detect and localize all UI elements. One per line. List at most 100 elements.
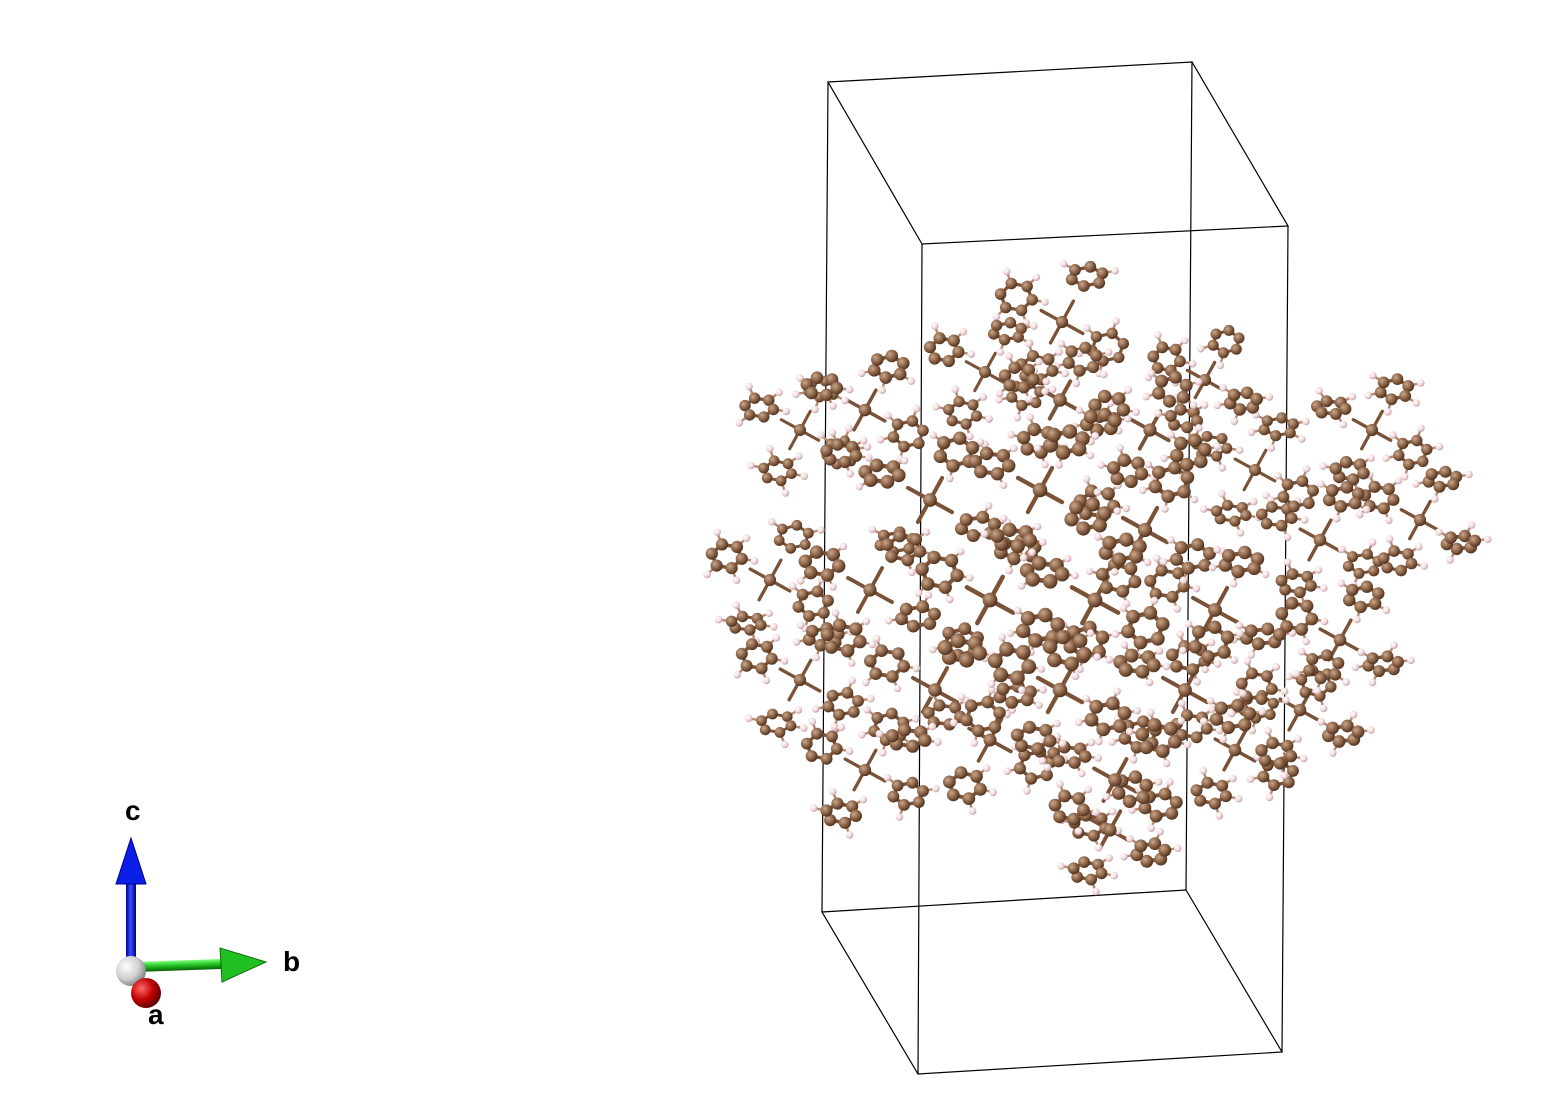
hydrogen-atom (907, 377, 915, 385)
carbon-atom (820, 388, 833, 402)
hydrogen-atom (951, 385, 959, 394)
carbon-atom (1155, 564, 1168, 577)
carbon-atom (906, 619, 920, 633)
carbon-atom (810, 371, 824, 385)
hydrogen-atom (1094, 533, 1102, 541)
hydrogen-atom (1188, 359, 1197, 368)
carbon-atom (1360, 580, 1374, 593)
carbon-atom (1012, 331, 1024, 343)
hydrogen-atom (868, 525, 876, 534)
carbon-atom (735, 552, 748, 565)
carbon-atom (990, 528, 1005, 543)
carbon-atom (1067, 862, 1080, 875)
carbon-atom (1031, 556, 1047, 571)
hydrogen-atom (1265, 793, 1274, 802)
carbon-atom (1255, 744, 1268, 757)
hydrogen-atom (732, 601, 741, 609)
carbon-atom (1387, 493, 1400, 506)
carbon-atom (1405, 557, 1418, 570)
carbon-atom (909, 533, 923, 546)
carbon-atom (1307, 484, 1319, 497)
carbon-atom (1391, 373, 1404, 385)
hydrogen-atom (1019, 553, 1028, 562)
hydrogen-atom (794, 452, 803, 461)
carbon-atom (1166, 590, 1179, 603)
carbon-atom (1095, 867, 1108, 880)
hydrogen-atom (1030, 322, 1038, 330)
carbon-atom (1069, 264, 1081, 276)
hydrogen-atom (1412, 399, 1420, 407)
hydrogen-atom (900, 456, 909, 465)
carbon-atom (1180, 457, 1194, 472)
hydrogen-atom (859, 795, 868, 804)
carbon-atom (946, 788, 960, 802)
carbon-atom (1007, 551, 1021, 566)
hydrogen-atom (1010, 444, 1018, 453)
carbon-atom (1334, 500, 1347, 513)
hydrogen-atom (713, 528, 721, 537)
carbon-atom (1064, 512, 1079, 527)
hydrogen-atom (1384, 408, 1392, 416)
carbon-atom (820, 627, 834, 642)
carbon-atom (1333, 633, 1347, 647)
hydrogen-atom (1320, 584, 1328, 592)
hydrogen-atom (1483, 535, 1492, 544)
hydrogen-atom (1041, 460, 1049, 469)
hydrogen-atom (1093, 653, 1101, 661)
carbon-atom (906, 415, 919, 427)
carbon-atom (793, 673, 807, 687)
hydrogen-atom (1215, 812, 1224, 820)
carbon-atom (1425, 468, 1438, 481)
hydrogen-atom (1055, 348, 1063, 356)
hydrogen-atom (859, 436, 868, 445)
carbon-atom (846, 800, 859, 813)
hydrogen-atom (878, 749, 887, 757)
hydrogen-atom (1154, 778, 1163, 786)
hydrogen-atom (883, 773, 892, 782)
carbon-atom (1403, 458, 1415, 470)
hydrogen-atom (1086, 451, 1095, 460)
carbon-atom (1348, 496, 1362, 510)
carbon-atom (1164, 409, 1177, 422)
hydrogen-atom (796, 621, 805, 630)
carbon-atom (979, 446, 994, 461)
hydrogen-atom (1218, 489, 1226, 498)
hydrogen-atom (1097, 461, 1105, 469)
carbon-atom (1433, 480, 1446, 493)
hydrogen-atom (845, 831, 854, 839)
carbon-atom (1156, 341, 1169, 354)
carbon-atom (1087, 592, 1103, 608)
hydrogen-atom (1274, 471, 1282, 480)
hydrogen-atom (848, 676, 856, 685)
carbon-atom (1305, 612, 1319, 626)
hydrogen-atom (1247, 428, 1256, 437)
hydrogen-atom (1143, 558, 1152, 567)
carbon-atom (1161, 489, 1175, 503)
hydrogen-atom (1208, 563, 1217, 572)
carbon-atom (1417, 455, 1429, 467)
hydrogen-atom (1265, 393, 1274, 401)
carbon-atom (782, 458, 794, 470)
hydrogen-atom (865, 454, 873, 462)
carbon-atom (822, 594, 834, 607)
carbon-atom (1201, 430, 1213, 442)
hydrogen-atom (1111, 266, 1119, 275)
carbon-atom (1377, 552, 1390, 564)
carbon-atom (1148, 837, 1162, 850)
carbon-atom (1286, 568, 1299, 580)
hydrogen-atom (1032, 273, 1041, 282)
hydrogen-atom (733, 670, 741, 679)
hydrogen-atom (1057, 340, 1065, 348)
carbon-atom (1240, 386, 1254, 400)
hydrogen-atom (922, 528, 931, 536)
hydrogen-atom (1013, 413, 1022, 422)
carbon-atom (1259, 754, 1272, 767)
hydrogen-atom (800, 472, 808, 481)
carbon-atom (1031, 742, 1045, 756)
carbon-atom (1210, 505, 1223, 517)
carbon-atom (952, 345, 965, 359)
hydrogen-atom (770, 623, 778, 631)
carbon-atom (1085, 497, 1100, 512)
carbon-atom (1168, 461, 1182, 475)
